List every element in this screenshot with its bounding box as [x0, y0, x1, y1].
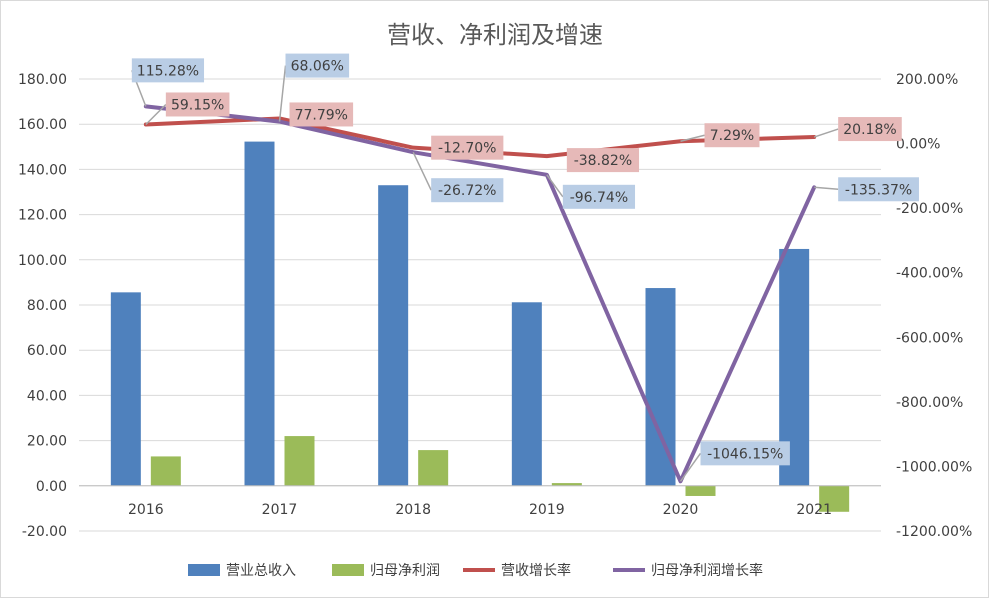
- data-label-box: [838, 117, 902, 142]
- data-label: 77.79%: [295, 107, 348, 123]
- legend-label: 营收增长率: [501, 562, 571, 579]
- bar-net-profit: [150, 456, 181, 486]
- leader-line: [412, 151, 432, 191]
- right-tick-label: -600.00%: [896, 330, 963, 346]
- right-tick-label: -400.00%: [896, 266, 963, 282]
- legend-swatch: [332, 564, 364, 576]
- data-label-box: [285, 53, 350, 78]
- chart-title: 营收、净利润及增速: [387, 21, 603, 49]
- data-label: 115.28%: [137, 63, 199, 79]
- left-tick-label: 20.00: [27, 434, 67, 450]
- left-axis: -20.00 0.00 20.00 40.00 60.00 80.00 100.00 120.…: [18, 72, 67, 540]
- category-label: 2017: [262, 502, 298, 518]
- data-label: -38.82%: [574, 153, 632, 169]
- left-tick-label: 0.00: [36, 479, 67, 495]
- bar-net-profit: [284, 436, 315, 486]
- right-tick-label: -1000.00%: [896, 459, 972, 475]
- left-tick-label: 60.00: [27, 343, 67, 359]
- leader-line: [546, 174, 564, 198]
- legend-label: 营业总收入: [226, 563, 296, 579]
- category-axis: 2016 2017 2018 2019 2020 2021: [79, 485, 881, 518]
- legend: 营业总收入 归母净利润 营收增长率 归母净利润增长率: [188, 562, 763, 579]
- data-label-box: [704, 123, 760, 148]
- data-label-box: [165, 92, 230, 117]
- data-label: 20.18%: [843, 122, 896, 138]
- data-label-box: [131, 58, 205, 83]
- right-axis: -1200.00% -1000.00% -800.00% -600.00% -400.0…: [896, 72, 972, 540]
- data-label-box: [838, 177, 919, 202]
- leader-line: [814, 186, 839, 191]
- data-label: -96.74%: [570, 190, 628, 206]
- left-tick-label: 80.00: [27, 298, 67, 314]
- legend-swatch: [188, 564, 220, 576]
- left-tick-label: 160.00: [18, 117, 67, 133]
- category-label: 2019: [529, 502, 565, 518]
- data-label-box: [700, 441, 790, 466]
- bar-revenue: [244, 141, 275, 486]
- leader-line: [680, 134, 705, 142]
- data-label-box: [566, 148, 640, 173]
- data-label: -12.70%: [438, 141, 496, 157]
- left-tick-label: 180.00: [18, 72, 67, 88]
- left-tick-label: 120.00: [18, 208, 67, 224]
- category-label: 2021: [796, 502, 832, 518]
- left-tick-label: -20.00: [22, 524, 67, 540]
- data-label: 7.29%: [710, 128, 754, 144]
- right-tick-label: -1200.00%: [896, 524, 972, 540]
- data-label: -1046.15%: [707, 446, 783, 462]
- bar-net-profit: [551, 483, 582, 486]
- left-tick-label: 100.00: [18, 253, 67, 269]
- left-tick-label: 40.00: [27, 388, 67, 404]
- data-label: 68.06%: [291, 59, 344, 75]
- bar-revenue: [110, 292, 141, 486]
- leader-line: [813, 128, 839, 138]
- leader-line: [679, 452, 702, 482]
- bar-revenue: [645, 288, 676, 486]
- data-label: -135.37%: [845, 182, 912, 198]
- data-label-box: [562, 184, 636, 209]
- leader-line: [278, 65, 287, 122]
- legend-label: 归母净利润增长率: [651, 562, 763, 579]
- data-label: -26.72%: [438, 183, 496, 199]
- bar-revenue: [511, 302, 542, 486]
- bar-net-profit: [819, 485, 850, 512]
- left-tick-label: 140.00: [18, 162, 67, 178]
- category-label: 2016: [128, 502, 164, 518]
- bar-revenue: [378, 185, 409, 486]
- leader-line: [145, 103, 167, 126]
- right-tick-label: 200.00%: [896, 72, 958, 88]
- category-label: 2020: [663, 502, 699, 518]
- data-label-box: [431, 178, 504, 203]
- right-tick-label: -800.00%: [896, 395, 963, 411]
- right-tick-label: 0.00%: [896, 137, 940, 153]
- bars: [110, 141, 850, 512]
- data-labels: 59.15% 77.79% -12.70% -38.82% 7.29% 20.18% 115…: [131, 53, 919, 482]
- right-tick-label: -200.00%: [896, 201, 963, 217]
- net-profit-growth-line: [143, 104, 817, 484]
- legend-label: 归母净利润: [370, 562, 440, 579]
- data-label-box: [431, 135, 504, 160]
- bar-net-profit: [685, 485, 716, 496]
- category-label: 2018: [395, 502, 431, 518]
- data-label-box: [289, 102, 354, 127]
- data-label: 59.15%: [171, 97, 224, 113]
- bar-net-profit: [418, 450, 449, 486]
